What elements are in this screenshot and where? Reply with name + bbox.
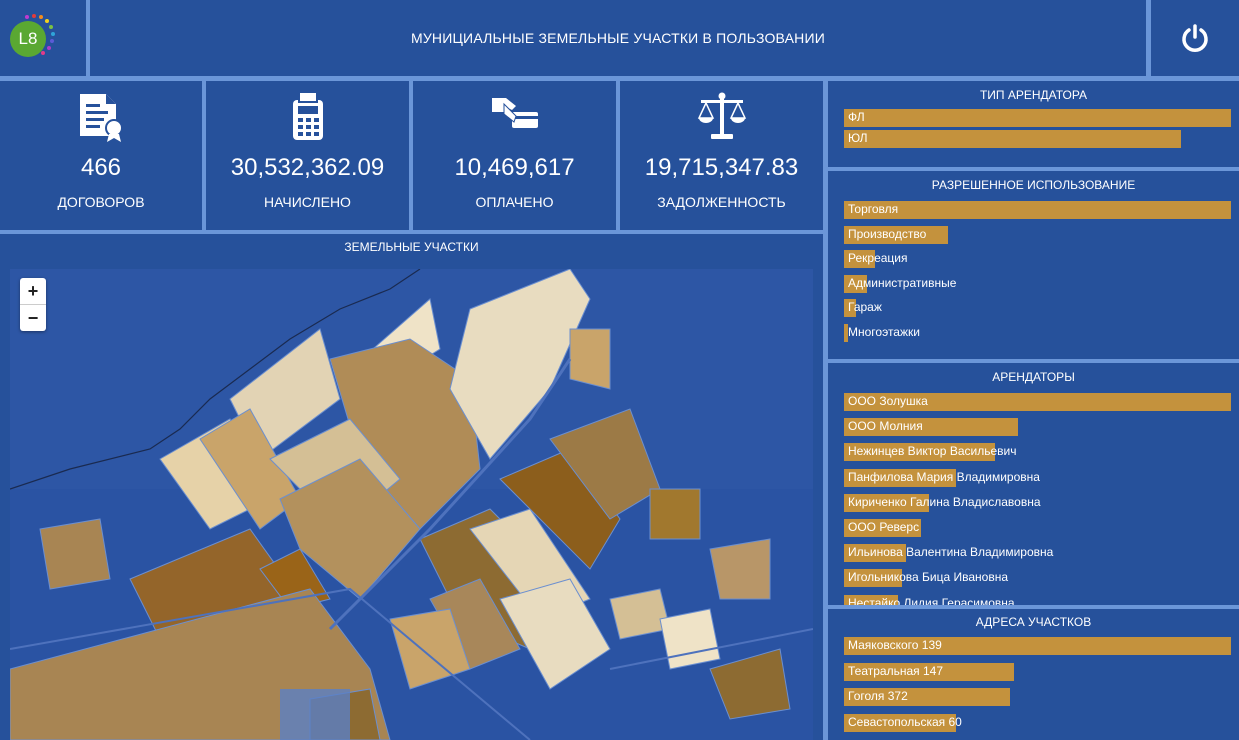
bar-label: Севастопольская 60: [848, 714, 962, 729]
bar-row[interactable]: Нежинцев Виктор Васильевич: [844, 443, 1231, 462]
bar-label: Маяковского 139: [848, 638, 942, 652]
bar-label: Гараж: [848, 300, 882, 315]
bar-label: Игольникова Бица Ивановна: [848, 570, 1009, 585]
bar-row[interactable]: ООО Золушка: [844, 393, 1231, 411]
bar-row[interactable]: Гараж: [844, 299, 1231, 318]
bar-row[interactable]: Нестайко Лидия Герасимовна: [844, 594, 1231, 605]
bar-fill: [844, 443, 995, 462]
map-title: ЗЕМЕЛЬНЫЕ УЧАСТКИ: [344, 240, 479, 254]
power-icon: [1182, 24, 1208, 52]
bar-row[interactable]: Рекреация: [844, 250, 1231, 269]
kpi-paid: 10,469,617 ОПЛАЧЕНО: [413, 81, 616, 230]
bar-fill: [844, 201, 1231, 219]
allowed-use-panel: РАЗРЕШЕННОЕ ИСПОЛЬЗОВАНИЕ Торговля Произв…: [828, 171, 1239, 359]
bar-fill: [844, 544, 906, 563]
addresses-title: АДРЕСА УЧАСТКОВ: [975, 615, 1092, 629]
logo-badge: L8: [10, 21, 46, 57]
bar-row[interactable]: Административные: [844, 274, 1231, 293]
bar-label: Кириченко Галина Владиславовна: [848, 494, 1041, 509]
payment-card-icon: [491, 98, 538, 128]
bar-fill: [844, 688, 1011, 706]
bar-fill: [844, 713, 957, 732]
bar-fill: [844, 637, 1231, 655]
bar-row[interactable]: Панфилова Мария Владимировна: [844, 468, 1231, 487]
kpi-accrued-label: НАЧИСЛЕНО: [264, 194, 351, 210]
bar-fill: [844, 109, 1231, 127]
bar-label: ЮЛ: [848, 131, 868, 145]
power-button[interactable]: [1151, 0, 1239, 76]
bar-fill: [844, 324, 848, 342]
bar-label: Гоголя 372: [848, 689, 908, 703]
logo-dots: [25, 14, 55, 55]
bar-fill: [844, 225, 949, 244]
bar-row[interactable]: Игольникова Бица Ивановна: [844, 569, 1231, 588]
bar-fill: [844, 519, 922, 537]
tenants-title: АРЕНДАТОРЫ: [992, 370, 1075, 384]
bar-label: Нежинцев Виктор Васильевич: [848, 444, 1017, 459]
bar-label: ООО Реверс: [848, 520, 920, 534]
kpi-paid-value: 10,469,617: [454, 154, 575, 181]
tenant-type-title: ТИП АРЕНДАТОРА: [979, 88, 1088, 102]
land-plots-map[interactable]: [10, 269, 813, 740]
bar-row[interactable]: Театральная 147: [844, 662, 1231, 681]
bar-label: Многоэтажки: [848, 325, 920, 339]
bar-fill: [844, 493, 930, 512]
tenant-type-panel: ТИП АРЕНДАТОРА ФЛ ЮЛ: [828, 81, 1239, 167]
bar-label: Нестайко Лидия Герасимовна: [848, 595, 1015, 605]
kpi-paid-label: ОПЛАЧЕНО: [475, 194, 554, 210]
bar-row[interactable]: Ильинова Валентина Владимировна: [844, 544, 1231, 563]
kpi-accrued-value: 30,532,362.09: [230, 154, 385, 181]
scales-icon: [697, 92, 746, 139]
bar-fill: [844, 569, 903, 588]
bar-fill: [844, 274, 868, 293]
bar-fill: [844, 130, 1181, 148]
map-canvas: [10, 269, 813, 740]
zoom-in-button[interactable]: +: [27, 281, 39, 301]
bar-label: Ильинова Валентина Владимировна: [848, 545, 1054, 560]
kpi-debt: 19,715,347.83 ЗАДОЛЖЕННОСТЬ: [620, 81, 823, 230]
logo-panel: L8: [0, 0, 86, 76]
bar-fill: [844, 250, 875, 269]
bar-fill: [844, 468, 957, 487]
page-title: МУНИЦИАЛЬНЫЕ ЗЕМЕЛЬНЫЕ УЧАСТКИ В ПОЛЬЗОВ…: [90, 0, 1146, 76]
kpi-debt-value: 19,715,347.83: [644, 154, 799, 181]
kpi-contracts-value: 466: [80, 154, 122, 181]
bar-row[interactable]: Производство: [844, 225, 1231, 244]
tenants-panel: АРЕНДАТОРЫ ООО Золушка ООО Молния Нежинцев…: [828, 363, 1239, 605]
bar-row[interactable]: ФЛ: [844, 109, 1231, 127]
bar-fill: [844, 393, 1231, 411]
bar-row[interactable]: Многоэтажки: [844, 324, 1231, 342]
map-zoom-control: + −: [20, 278, 46, 331]
bar-fill: [844, 594, 899, 605]
bar-fill: [844, 418, 1019, 437]
bar-label: ФЛ: [848, 110, 865, 124]
bar-row[interactable]: ООО Реверс: [844, 519, 1231, 537]
certificate-icon: [80, 94, 123, 142]
bar-label: ООО Молния: [848, 419, 923, 434]
kpi-contracts-label: ДОГОВОРОВ: [57, 194, 145, 210]
bar-fill: [844, 299, 856, 318]
bar-label: Торговля: [848, 202, 899, 216]
bar-label: Рекреация: [848, 251, 908, 266]
bar-row[interactable]: Торговля: [844, 201, 1231, 219]
bar-row[interactable]: ЮЛ: [844, 130, 1231, 148]
bar-fill: [844, 662, 1015, 681]
bar-row[interactable]: Севастопольская 60: [844, 713, 1231, 732]
kpi-contracts: 466 ДОГОВОРОВ: [0, 81, 202, 230]
bar-label: Производство: [848, 226, 927, 241]
calculator-icon: [292, 91, 323, 140]
bar-label: Панфилова Мария Владимировна: [848, 469, 1040, 484]
bar-row[interactable]: Маяковского 139: [844, 637, 1231, 655]
bar-row[interactable]: Кириченко Галина Владиславовна: [844, 493, 1231, 512]
kpi-debt-label: ЗАДОЛЖЕННОСТЬ: [657, 194, 786, 210]
addresses-panel: АДРЕСА УЧАСТКОВ Маяковского 139 Театральн…: [828, 609, 1239, 740]
bar-row[interactable]: ООО Молния: [844, 418, 1231, 437]
kpi-accrued: 30,532,362.09 НАЧИСЛЕНО: [206, 81, 409, 230]
bar-label: Административные: [848, 275, 957, 290]
zoom-out-button[interactable]: −: [20, 304, 46, 330]
bar-label: ООО Золушка: [848, 394, 928, 408]
bar-label: Театральная 147: [848, 663, 943, 678]
bar-row[interactable]: Гоголя 372: [844, 688, 1231, 706]
allowed-use-title: РАЗРЕШЕННОЕ ИСПОЛЬЗОВАНИЕ: [931, 178, 1136, 192]
